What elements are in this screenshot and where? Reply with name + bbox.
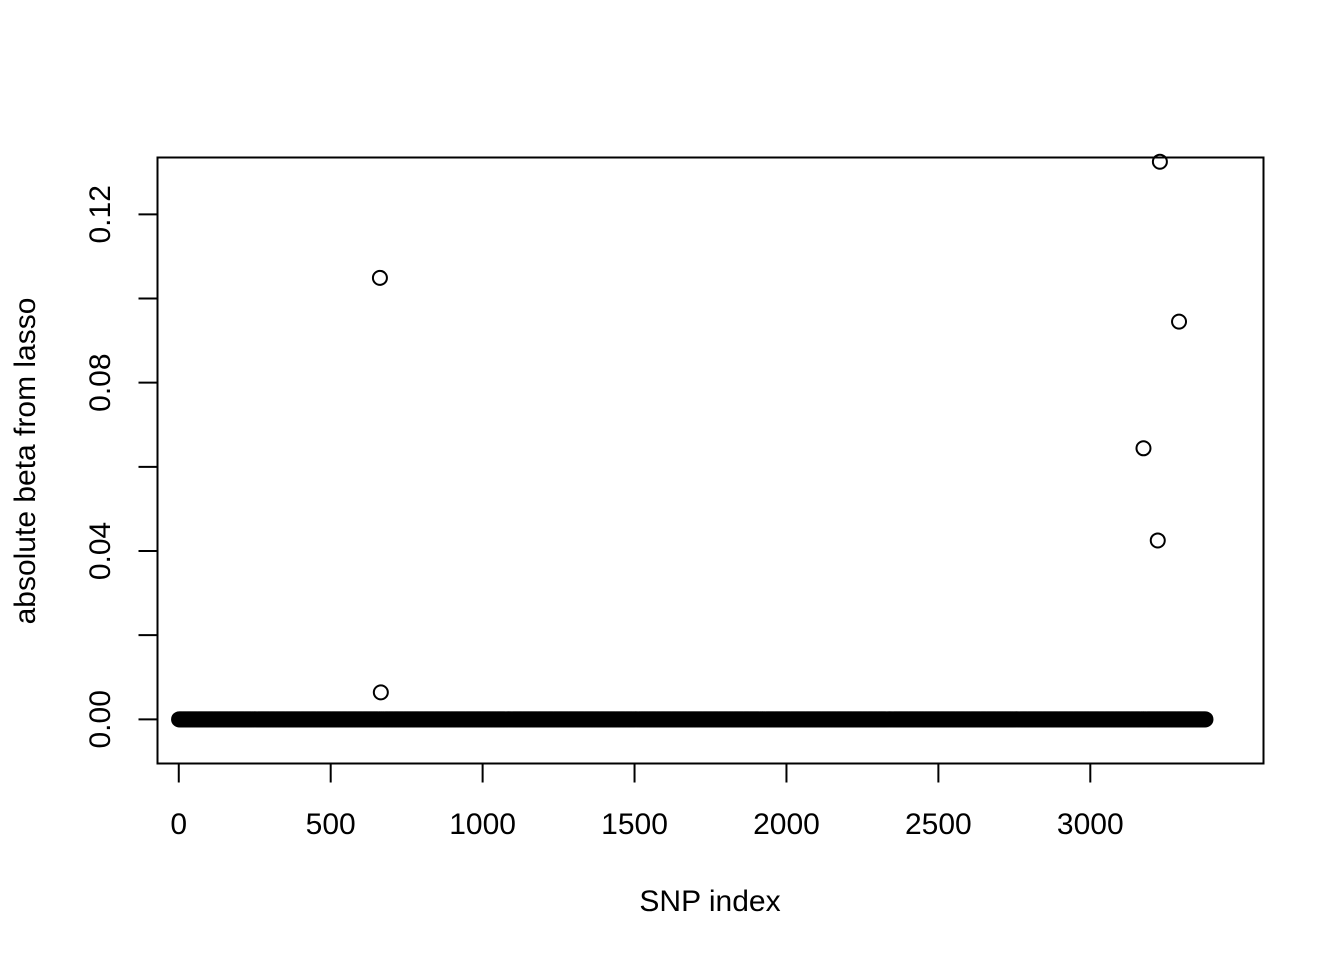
x-tick-label: 3000 [1057,808,1124,841]
x-tick-label: 0 [170,808,187,841]
data-point [371,269,388,286]
data-point [372,684,389,701]
y-axis-title: absolute beta from lasso [9,298,42,625]
x-axis-title: SNP index [639,885,780,918]
x-tick-label: 2500 [905,808,972,841]
x-tick-label: 2000 [753,808,820,841]
y-tick-label: 0.00 [84,690,117,748]
data-point [1171,313,1188,330]
nonzero-coefficient-points [371,153,1188,701]
data-point [1151,153,1168,170]
data-point [1135,440,1152,457]
y-tick-label: 0.12 [84,185,117,243]
y-tick-label: 0.04 [84,522,117,580]
plot-frame [156,156,1265,765]
x-tick-label: 1500 [601,808,668,841]
baseline-point [1197,711,1214,728]
zero-coefficient-points [171,711,1214,728]
x-axis: 0 500 1000 1500 2000 2500 3000 [170,762,1124,841]
y-axis: 0.00 0.04 0.08 0.12 [84,185,159,749]
data-point [1149,532,1166,549]
x-tick-label: 1000 [449,808,516,841]
x-tick-label: 500 [306,808,356,841]
y-tick-label: 0.08 [84,353,117,411]
